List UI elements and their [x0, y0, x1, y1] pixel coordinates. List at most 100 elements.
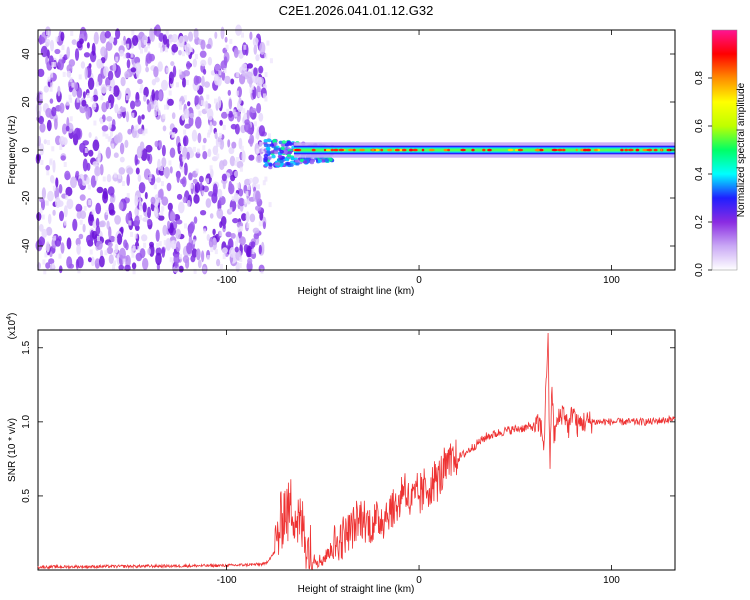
- heatmap-cell: [214, 31, 218, 39]
- snr-frame: [37, 329, 676, 571]
- heatmap-cell: [269, 143, 275, 147]
- heatmap-cell: [214, 131, 218, 140]
- heatmap-cell: [47, 76, 51, 82]
- heatmap-cell: [276, 162, 281, 166]
- heatmap-cell: [85, 106, 91, 120]
- heatmap-cell: [193, 27, 199, 40]
- y-tick-label: 20: [21, 96, 32, 108]
- heatmap-cell: [101, 125, 109, 132]
- heatmap-cell: [171, 43, 179, 53]
- heatmap-cell: [258, 244, 262, 255]
- snr-x-label: Height of straight line (km): [298, 584, 415, 595]
- heatmap-cell: [137, 174, 142, 183]
- heatmap-cell: [230, 78, 235, 85]
- heatmap-cell: [259, 141, 263, 147]
- heatmap-cell: [157, 110, 161, 116]
- heatmap-cell: [155, 213, 159, 219]
- heatmap-cell: [40, 45, 48, 58]
- heatmap-cell: [187, 31, 194, 42]
- heatmap-cell: [124, 139, 129, 148]
- heatmap-cell: [193, 194, 200, 204]
- heatmap-cell: [179, 254, 182, 260]
- carrier-peak: [551, 148, 558, 152]
- heatmap-cell: [252, 176, 259, 185]
- heatmap-cell: [236, 72, 240, 77]
- heatmap-cell: [175, 228, 182, 240]
- carrier-peak: [642, 148, 648, 152]
- heatmap-cell: [142, 202, 147, 213]
- heatmap-cell: [60, 155, 66, 161]
- heatmap-cell: [114, 103, 119, 114]
- heatmap-cell: [174, 262, 178, 268]
- heatmap-cell: [104, 250, 108, 256]
- heatmap-cell: [82, 158, 88, 172]
- heatmap-cell: [239, 73, 246, 85]
- snr-series-line: [37, 333, 676, 570]
- heatmap-cell: [228, 147, 235, 155]
- heatmap-cell: [54, 118, 58, 130]
- heatmap-cell: [68, 94, 72, 100]
- carrier-peak: [429, 148, 435, 152]
- heatmap-cell: [126, 59, 131, 69]
- heatmap-cell: [219, 138, 225, 150]
- heatmap-cell: [161, 79, 168, 91]
- heatmap-cell: [77, 268, 81, 274]
- heatmap-cell: [108, 202, 115, 215]
- heatmap-cell: [45, 241, 50, 253]
- carrier-peak: [627, 148, 634, 152]
- heatmap-cell: [57, 58, 64, 71]
- heatmap-cell: [79, 219, 83, 225]
- heatmap-cell: [100, 84, 108, 94]
- heatmap-cell: [62, 123, 68, 135]
- colorbar-tick-label: 0.6: [694, 119, 705, 133]
- heatmap-cell: [137, 115, 142, 125]
- heatmap-cell: [38, 236, 45, 247]
- heatmap-cell: [141, 234, 148, 242]
- heatmap-cell: [193, 268, 197, 274]
- heatmap-cell: [131, 112, 135, 118]
- carrier-peak: [401, 148, 407, 152]
- heatmap-cell: [177, 142, 182, 155]
- heatmap-cell: [99, 255, 105, 268]
- heatmap-cell: [201, 75, 205, 88]
- heatmap-cell: [117, 108, 121, 114]
- heatmap-cell: [87, 77, 95, 90]
- heatmap-cell: [88, 149, 94, 157]
- heatmap-cell: [134, 233, 138, 239]
- heatmap-cell: [100, 95, 104, 101]
- heatmap-cell: [250, 241, 256, 248]
- heatmap-cell: [201, 250, 205, 263]
- heatmap-cell: [113, 172, 117, 178]
- y-tick-label: 0: [21, 147, 32, 153]
- heatmap-cell: [66, 70, 72, 78]
- heatmap-cell: [199, 175, 204, 183]
- heatmap-cell: [189, 112, 195, 119]
- heatmap-cell: [212, 228, 216, 236]
- heatmap-cell: [216, 258, 221, 267]
- heatmap-cell: [139, 248, 146, 259]
- heatmap-cell: [60, 31, 65, 42]
- heatmap-cell: [247, 185, 251, 190]
- heatmap-cell: [118, 167, 126, 175]
- heatmap-cell: [171, 33, 179, 43]
- heatmap-cell: [90, 96, 94, 102]
- heatmap-cell: [61, 45, 65, 50]
- heatmap-cell: [194, 95, 200, 104]
- heatmap-cell: [160, 210, 164, 216]
- heatmap-cell: [183, 162, 188, 176]
- heatmap-cell: [71, 82, 75, 88]
- heatmap-cell: [46, 30, 50, 36]
- heatmap-cell: [153, 184, 157, 190]
- heatmap-cell: [91, 230, 98, 240]
- carrier-peak: [338, 148, 345, 152]
- heatmap-cell: [170, 212, 176, 221]
- heatmap-cell: [184, 223, 187, 229]
- heatmap-cell: [253, 44, 258, 55]
- heatmap-cell: [126, 167, 134, 175]
- heatmap-cell: [238, 263, 242, 268]
- carrier-peak: [517, 148, 524, 152]
- carrier-peak: [352, 148, 356, 152]
- heatmap-cell: [95, 225, 101, 235]
- heatmap-cell: [241, 32, 244, 38]
- heatmap-cell: [189, 183, 193, 189]
